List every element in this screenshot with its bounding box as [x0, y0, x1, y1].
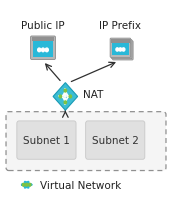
FancyBboxPatch shape	[86, 121, 145, 160]
FancyBboxPatch shape	[110, 39, 131, 58]
Text: NAT: NAT	[83, 90, 104, 100]
Text: IP Prefix: IP Prefix	[99, 21, 141, 31]
FancyBboxPatch shape	[112, 41, 131, 45]
FancyBboxPatch shape	[112, 42, 133, 61]
FancyBboxPatch shape	[33, 42, 53, 58]
FancyBboxPatch shape	[112, 43, 129, 56]
FancyBboxPatch shape	[111, 40, 132, 59]
FancyBboxPatch shape	[6, 112, 166, 171]
Circle shape	[38, 49, 41, 53]
FancyBboxPatch shape	[31, 37, 55, 60]
Circle shape	[41, 49, 45, 53]
FancyBboxPatch shape	[113, 43, 132, 46]
Circle shape	[69, 96, 72, 98]
Circle shape	[45, 49, 48, 53]
FancyBboxPatch shape	[111, 40, 130, 43]
Circle shape	[122, 49, 125, 52]
Circle shape	[29, 183, 31, 186]
Circle shape	[119, 49, 122, 52]
Circle shape	[116, 49, 119, 52]
Circle shape	[59, 96, 62, 98]
FancyBboxPatch shape	[17, 121, 76, 160]
Polygon shape	[53, 83, 78, 111]
Text: Subnet 1: Subnet 1	[23, 135, 70, 145]
FancyBboxPatch shape	[113, 45, 130, 57]
FancyBboxPatch shape	[32, 38, 54, 42]
Circle shape	[22, 183, 25, 186]
Circle shape	[64, 101, 67, 104]
FancyBboxPatch shape	[114, 46, 131, 59]
Text: Virtual Network: Virtual Network	[40, 180, 121, 190]
Text: Subnet 2: Subnet 2	[92, 135, 139, 145]
Circle shape	[64, 90, 67, 93]
Text: Public IP: Public IP	[21, 21, 65, 31]
Circle shape	[25, 183, 28, 186]
